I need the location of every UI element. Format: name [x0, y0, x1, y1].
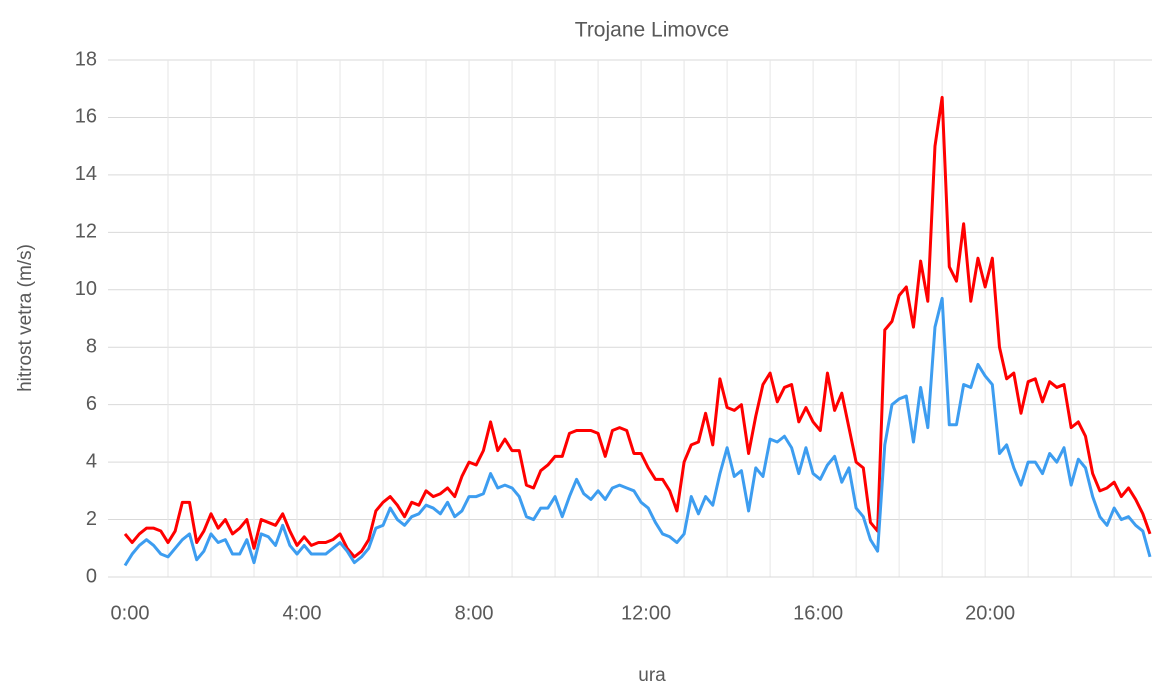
- y-tick-label: 2: [86, 508, 97, 530]
- series-line: [123, 95, 1152, 559]
- grid: [108, 59, 1152, 578]
- y-tick-label: 0: [86, 565, 97, 587]
- series-line: [123, 296, 1152, 567]
- y-tick-label: 4: [86, 450, 97, 472]
- x-tick-label: 16:00: [793, 602, 843, 624]
- y-tick-label: 8: [86, 336, 97, 358]
- x-tick-label: 4:00: [283, 602, 322, 624]
- y-tick-label: 14: [75, 163, 97, 185]
- y-tick-label: 6: [86, 393, 97, 415]
- chart-title: Trojane Limovce: [575, 19, 729, 42]
- x-axis-title: ura: [638, 665, 666, 686]
- x-tick-label: 12:00: [621, 602, 671, 624]
- y-tick-label: 12: [75, 221, 97, 243]
- y-tick-label: 10: [75, 278, 97, 300]
- x-tick-label: 0:00: [111, 602, 150, 624]
- x-tick-label: 8:00: [455, 602, 494, 624]
- y-tick-label: 16: [75, 106, 97, 128]
- plot-lines: [123, 95, 1152, 567]
- x-tick-label: 20:00: [965, 602, 1015, 624]
- y-tick-label: 18: [75, 48, 97, 70]
- y-axis-title: hitrost vetra (m/s): [15, 244, 36, 392]
